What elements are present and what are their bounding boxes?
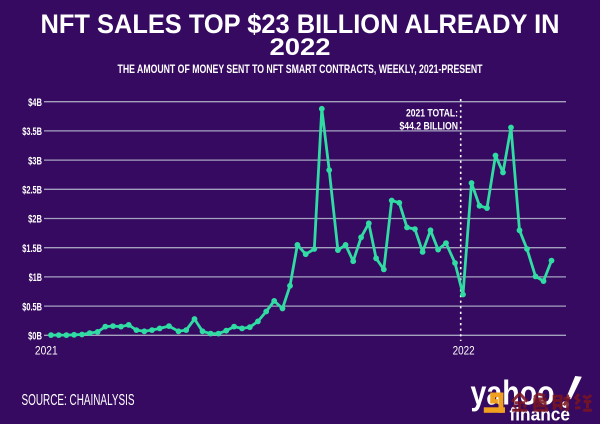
svg-text:$3.5B: $3.5B (22, 126, 42, 138)
svg-text:NFT SALES TOP $23 BILLION ALRE: NFT SALES TOP $23 BILLION ALREADY IN (41, 9, 560, 39)
svg-text:SOURCE: CHAINALYSIS: SOURCE: CHAINALYSIS (22, 392, 135, 409)
svg-text:2022: 2022 (270, 34, 331, 61)
svg-text:$2.5B: $2.5B (22, 185, 42, 197)
svg-text:$2B: $2B (28, 214, 42, 226)
svg-text:$1B: $1B (29, 272, 42, 284)
svg-text:2021: 2021 (35, 344, 58, 358)
svg-text:$44.2 BILLION: $44.2 BILLION (400, 120, 459, 132)
svg-text:THE AMOUNT OF MONEY SENT TO NF: THE AMOUNT OF MONEY SENT TO NFT SMART CO… (118, 62, 483, 76)
svg-text:$3B: $3B (28, 155, 42, 167)
svg-text:$1.5B: $1.5B (22, 243, 42, 255)
svg-text:2022: 2022 (453, 344, 475, 358)
svg-text:2021 TOTAL:: 2021 TOTAL: (406, 107, 458, 119)
svg-text:$0.5B: $0.5B (22, 301, 42, 313)
svg-text:$0B: $0B (28, 331, 42, 343)
svg-text:$4B: $4B (28, 97, 42, 109)
